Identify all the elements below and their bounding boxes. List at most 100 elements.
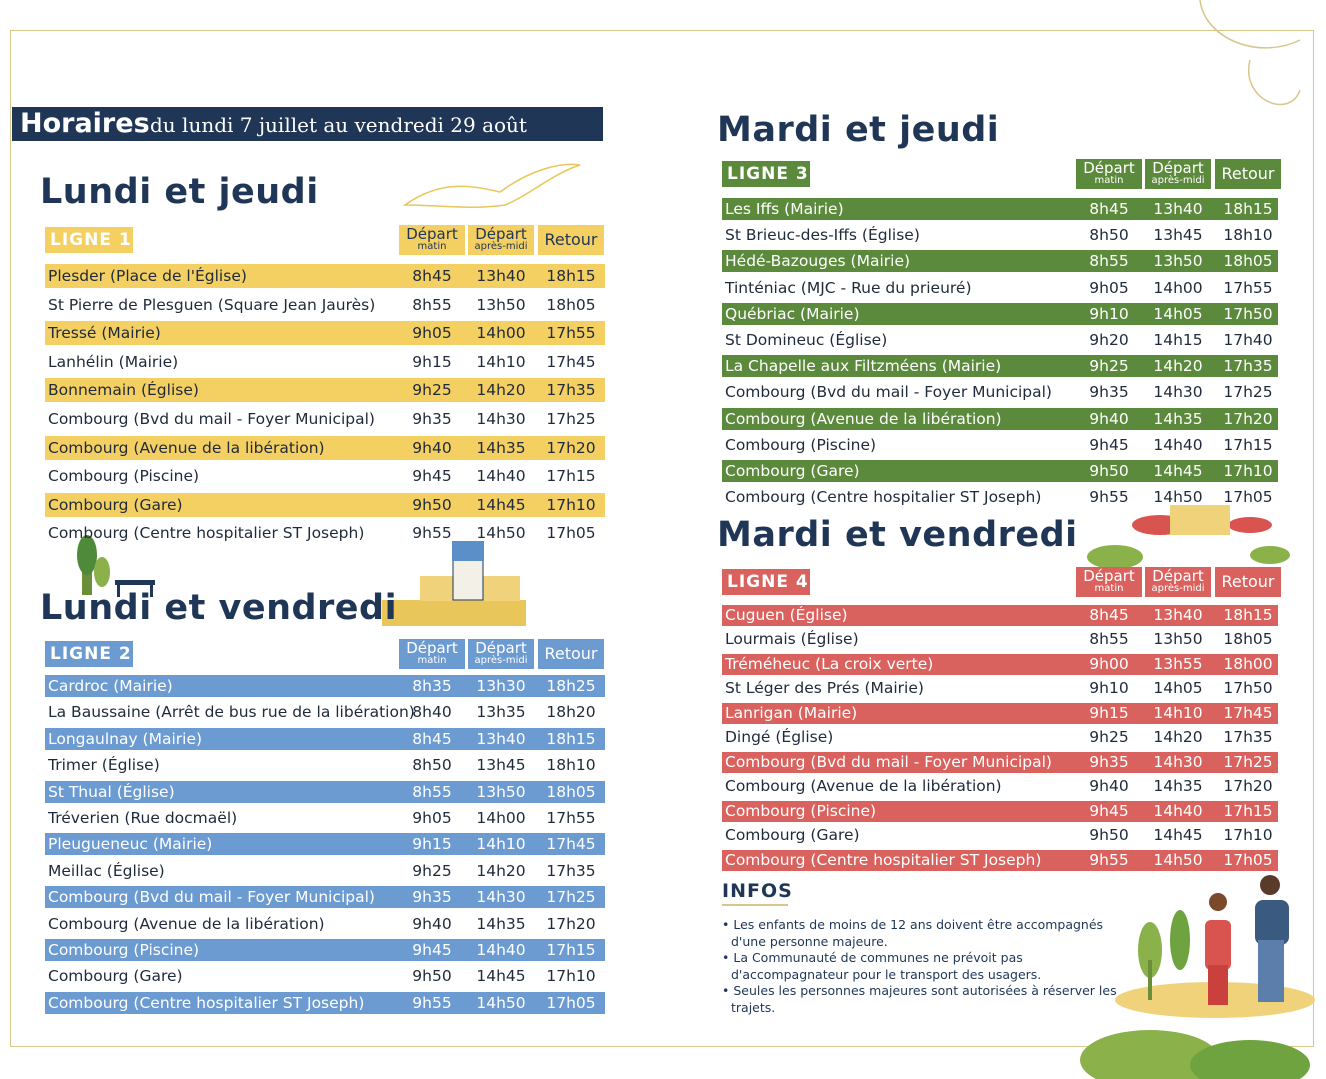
time: 17h35 [546, 861, 596, 880]
schedule-row: Combourg (Centre hospitalier ST Joseph) 9… [45, 991, 605, 1014]
column-header: Départ matin [1076, 567, 1142, 597]
time: 14h00 [1153, 278, 1203, 297]
time: 14h50 [1153, 850, 1203, 869]
schedule-row: Combourg (Piscine) 9h45 14h40 17h15 [45, 939, 605, 961]
schedule-row: Combourg (Piscine) 9h45 14h40 17h15 [45, 464, 605, 488]
column-main: Départ [1152, 567, 1204, 585]
column-header: Départ matin [1076, 159, 1142, 189]
infos-list: Les enfants de moins de 12 ans doivent ê… [722, 917, 1122, 1016]
schedule-row: St Pierre de Plesguen (Square Jean Jaurè… [45, 293, 605, 317]
column-header: Retour [538, 225, 604, 255]
stop-name: Combourg (Piscine) [48, 941, 200, 959]
time: 13h40 [1153, 200, 1203, 218]
time: 17h50 [1223, 679, 1273, 697]
time: 17h55 [546, 809, 596, 827]
time: 17h55 [546, 324, 596, 343]
column-main: Retour [1221, 164, 1275, 183]
time: 14h50 [476, 524, 526, 543]
schedule-row: Combourg (Piscine) 9h45 14h40 17h15 [722, 800, 1278, 822]
time: 17h15 [546, 941, 596, 959]
stop-name: Dingé (Église) [725, 728, 834, 746]
time: 14h35 [476, 438, 526, 457]
column-main: Départ [1152, 159, 1204, 177]
time: 14h45 [1153, 462, 1203, 480]
stop-name: Longaulnay (Mairie) [48, 729, 203, 748]
time: 9h55 [1089, 488, 1129, 507]
time: 17h10 [1223, 462, 1273, 480]
schedule-row: Combourg (Centre hospitalier ST Joseph) 9… [722, 849, 1278, 871]
time: 8h45 [1089, 200, 1129, 218]
time: 14h40 [1153, 801, 1203, 820]
header-subtitle: du lundi 7 juillet au vendredi 29 août [150, 113, 527, 137]
stop-name: Lanrigan (Mairie) [725, 703, 858, 722]
time: 17h05 [1223, 850, 1273, 869]
stop-name: La Chapelle aux Filtzméens (Mairie) [725, 357, 1002, 376]
column-sub: après-midi [474, 655, 528, 666]
column-main: Départ [475, 225, 527, 243]
time: 9h00 [1089, 654, 1129, 673]
schedule-row: Combourg (Piscine) 9h45 14h40 17h15 [722, 434, 1278, 456]
time: 9h15 [412, 352, 452, 371]
time: 9h10 [1089, 304, 1129, 323]
time: 13h45 [1153, 226, 1203, 245]
time: 14h20 [1153, 357, 1203, 376]
stop-name: St Brieuc-des-Iffs (Église) [725, 226, 920, 245]
stop-name: Combourg (Avenue de la libération) [48, 438, 325, 457]
schedule-row: Trimer (Église) 8h50 13h45 18h10 [45, 754, 605, 776]
column-sub: matin [1094, 175, 1124, 186]
time: 18h15 [1223, 200, 1273, 218]
stop-name: St Pierre de Plesguen (Square Jean Jaurè… [48, 295, 376, 314]
time: 17h25 [1223, 383, 1273, 402]
column-header: Départ après-midi [468, 639, 534, 669]
column-main: Départ [1083, 159, 1135, 177]
time: 9h55 [412, 524, 452, 543]
time: 14h00 [476, 809, 526, 827]
column-main: Départ [406, 225, 458, 243]
time: 18h10 [1223, 226, 1273, 245]
time: 17h20 [546, 914, 596, 933]
time: 14h50 [476, 993, 526, 1012]
time: 17h20 [1223, 777, 1273, 795]
column-header: Retour [1215, 567, 1281, 597]
stop-name: Combourg (Gare) [725, 462, 860, 480]
schedule-row: Meillac (Église) 9h25 14h20 17h35 [45, 860, 605, 882]
frame [10, 30, 1314, 1047]
time: 18h15 [546, 729, 596, 748]
stop-name: Combourg (Gare) [48, 495, 183, 514]
section-heading: Lundi et vendredi [40, 588, 398, 628]
schedule-row: Lanhélin (Mairie) 9h15 14h10 17h45 [45, 350, 605, 374]
schedule-row: Combourg (Avenue de la libération) 9h40 14… [722, 407, 1278, 430]
time: 13h35 [476, 703, 526, 722]
schedule-row: Tinténiac (MJC - Rue du prieuré) 9h05 14h0… [722, 277, 1278, 299]
stop-name: Les Iffs (Mairie) [725, 200, 844, 218]
time: 8h45 [412, 729, 452, 748]
time: 9h05 [412, 324, 452, 343]
time: 14h15 [1153, 331, 1203, 349]
time: 9h40 [412, 438, 452, 457]
schedule-row: Combourg (Avenue de la libération) 9h40 14… [722, 776, 1278, 797]
stop-name: Combourg (Centre hospitalier ST Joseph) [48, 993, 365, 1012]
time: 14h30 [476, 410, 526, 428]
time: 18h20 [546, 703, 596, 722]
schedule-row: Lourmais (Église) 8h55 13h50 18h05 [722, 629, 1278, 650]
time: 8h55 [1089, 252, 1129, 271]
stop-name: Québriac (Mairie) [725, 304, 860, 323]
time: 18h25 [546, 677, 596, 695]
schedule-row: Combourg (Gare) 9h50 14h45 17h10 [45, 965, 605, 987]
time: 14h05 [1153, 304, 1203, 323]
time: 14h50 [1153, 488, 1203, 507]
stop-name: Tréméheuc (La croix verte) [725, 654, 934, 673]
time: 17h10 [1223, 826, 1273, 844]
column-header: Départ après-midi [1145, 567, 1211, 597]
stop-name: Lanhélin (Mairie) [48, 352, 179, 371]
stop-name: Combourg (Gare) [725, 826, 860, 844]
time: 9h45 [412, 467, 452, 486]
time: 17h10 [546, 967, 596, 986]
stop-name: Meillac (Église) [48, 861, 165, 880]
time: 14h40 [476, 941, 526, 959]
time: 18h05 [546, 295, 596, 314]
schedule-row: Combourg (Avenue de la libération) 9h40 14… [45, 435, 605, 460]
time: 18h00 [1223, 654, 1273, 673]
info-item: La Communauté de communes ne prévoit pas… [722, 950, 1122, 983]
